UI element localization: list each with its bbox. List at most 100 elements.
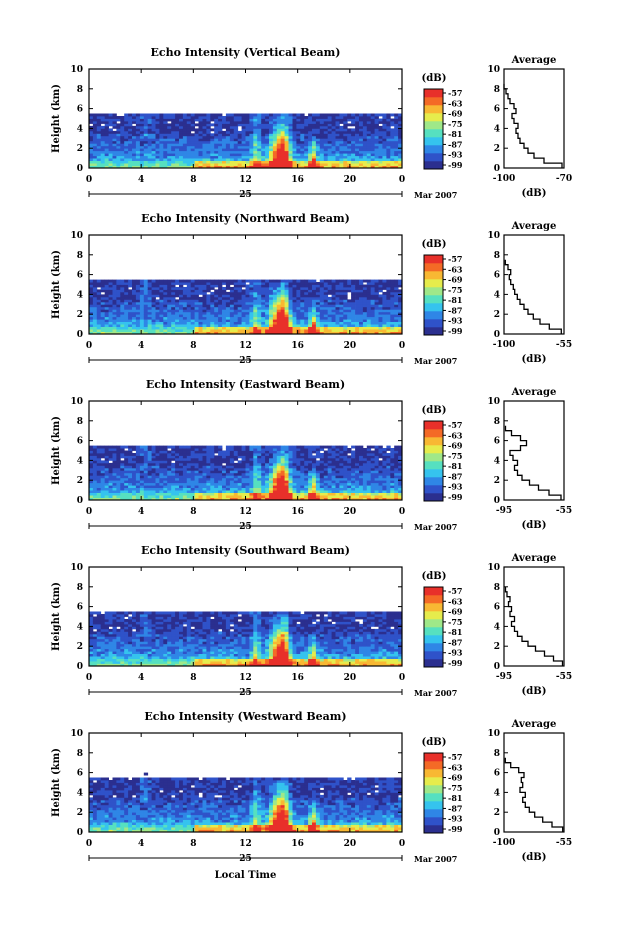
heatmap-cell [378, 163, 383, 166]
heatmap-cell [308, 472, 313, 476]
heatmap-cell [331, 294, 336, 298]
heatmap-cell [155, 472, 160, 476]
heatmap-cell [233, 497, 239, 501]
heatmap-cell [202, 316, 207, 320]
heatmap-cell [398, 304, 403, 308]
heatmap-cell [249, 140, 254, 144]
heatmap-cell [100, 153, 105, 157]
heatmap-cell [335, 121, 340, 124]
heatmap-cell [265, 329, 270, 332]
heatmap-cell [343, 138, 348, 142]
heatmap-cell [222, 125, 227, 129]
heatmap-cell [241, 475, 246, 479]
heatmap-cell [280, 477, 285, 481]
heatmap-cell [186, 138, 192, 142]
heatmap-cell [241, 165, 246, 169]
heatmap-cell [218, 301, 223, 305]
heatmap-cell [331, 133, 336, 137]
heatmap-cell [167, 492, 172, 496]
heatmap-cell [206, 477, 211, 481]
heatmap-cell [89, 477, 94, 481]
heatmap-cell [128, 457, 133, 461]
heatmap-cell [206, 113, 211, 117]
heatmap-cell [241, 331, 246, 335]
heatmap-cell [89, 495, 94, 498]
heatmap-cell [171, 123, 176, 127]
heatmap-cell [386, 329, 391, 332]
heatmap-cell [190, 113, 195, 117]
heatmap-cell [116, 331, 121, 335]
heatmap-cell [378, 304, 383, 308]
heatmap-cell [359, 314, 364, 318]
heatmap-cell [214, 121, 219, 124]
heatmap-cell [323, 128, 329, 132]
heatmap-cell [194, 462, 199, 466]
heatmap-cell [229, 319, 235, 322]
heatmap-cell [249, 331, 254, 335]
heatmap-cell [108, 457, 113, 461]
heatmap-cell [104, 465, 109, 469]
heatmap-cell [280, 155, 285, 159]
heatmap-cell [171, 324, 176, 327]
heatmap-cell [249, 287, 254, 290]
heatmap-cell [265, 475, 270, 479]
heatmap-cell [139, 309, 145, 313]
heatmap-cell [343, 301, 348, 305]
heatmap-cell [339, 150, 344, 154]
heatmap-cell [284, 279, 289, 283]
heatmap-cell [135, 316, 141, 320]
heatmap-cell [167, 116, 172, 119]
heatmap-cell [186, 495, 192, 498]
heatmap-cell [327, 135, 332, 139]
heatmap-cell [312, 287, 317, 290]
heatmap-cell [362, 163, 368, 166]
heatmap-cell [229, 125, 235, 129]
heatmap-cell [194, 475, 199, 479]
heatmap-cell [327, 121, 332, 124]
heatmap-cell [89, 485, 94, 488]
heatmap-cell [179, 299, 184, 303]
heatmap-cell [167, 125, 172, 129]
average-profile-line [503, 83, 563, 168]
heatmap-cell [222, 331, 227, 335]
heatmap-cell [159, 125, 164, 129]
heatmap-cell [257, 306, 262, 310]
heatmap-cell [233, 311, 239, 315]
heatmap-cell [261, 470, 266, 474]
heatmap-cell [206, 497, 211, 501]
heatmap-cell [237, 448, 242, 451]
heatmap-cell [394, 304, 399, 308]
heatmap-cell [269, 324, 274, 327]
heatmap-cell [151, 477, 156, 481]
heatmap-cell [96, 460, 102, 464]
heatmap-cell [245, 314, 250, 318]
heatmap-cell [186, 133, 192, 137]
heatmap-cell [163, 123, 168, 127]
heatmap-cell [190, 309, 195, 313]
heatmap-cell [362, 319, 368, 322]
heatmap-cell [202, 448, 207, 451]
heatmap-cell [272, 482, 278, 486]
heatmap-cell [269, 492, 274, 496]
heatmap-cell [241, 289, 246, 293]
heatmap-cell [163, 485, 168, 488]
heatmap-cell [171, 472, 176, 476]
heatmap-cell [163, 160, 168, 164]
heatmap-cell [378, 150, 383, 154]
heatmap-cell [225, 118, 231, 122]
heatmap-cell [308, 485, 313, 488]
heatmap-cell [155, 331, 160, 335]
heatmap-cell [265, 306, 270, 310]
heatmap-cell [370, 140, 375, 144]
heatmap-cell [269, 121, 274, 124]
heatmap-cell [194, 282, 199, 285]
heatmap-cell [378, 133, 383, 137]
heatmap-cell [347, 148, 352, 152]
heatmap-cell [120, 306, 125, 310]
heatmap-cell [366, 314, 372, 318]
heatmap-cell [186, 485, 192, 488]
heatmap-cell [304, 497, 309, 501]
heatmap-cell [304, 448, 309, 451]
heatmap-cell [139, 279, 145, 283]
heatmap-cell [351, 324, 356, 327]
